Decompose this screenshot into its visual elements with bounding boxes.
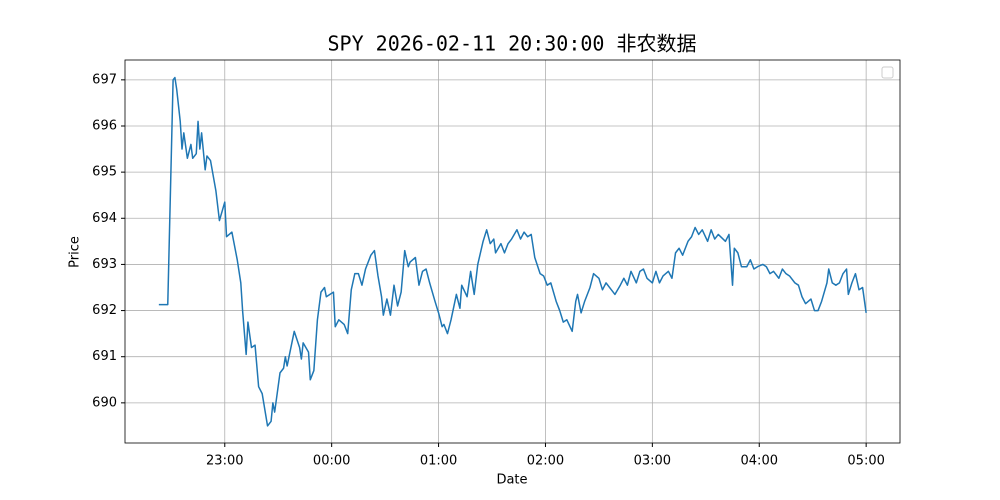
y-tick-label: 697 [92, 72, 117, 87]
x-axis-label: Date [496, 473, 527, 488]
x-tick-label: 05:00 [847, 454, 884, 469]
y-tick-label: 696 [92, 118, 117, 133]
y-axis-label: Price [68, 236, 83, 268]
x-tick-label: 23:00 [206, 454, 243, 469]
plot-frame [124, 59, 901, 444]
x-tick-label: 01:00 [420, 454, 457, 469]
y-tick-label: 694 [92, 211, 117, 226]
price-line [158, 76, 867, 427]
x-tick-label: 00:00 [313, 454, 350, 469]
y-tick-label: 695 [92, 165, 117, 180]
y-tick-label: 691 [92, 349, 117, 364]
x-tick-label: 03:00 [634, 454, 671, 469]
y-tick-label: 690 [92, 395, 117, 410]
y-tick-label: 693 [92, 257, 117, 272]
chart-title: SPY 2026-02-11 20:30:00 非农数据 [328, 32, 697, 56]
x-tick-label: 02:00 [527, 454, 564, 469]
x-tick-label: 04:00 [741, 454, 778, 469]
y-tick-label: 692 [92, 303, 117, 318]
legend-box [881, 66, 894, 79]
